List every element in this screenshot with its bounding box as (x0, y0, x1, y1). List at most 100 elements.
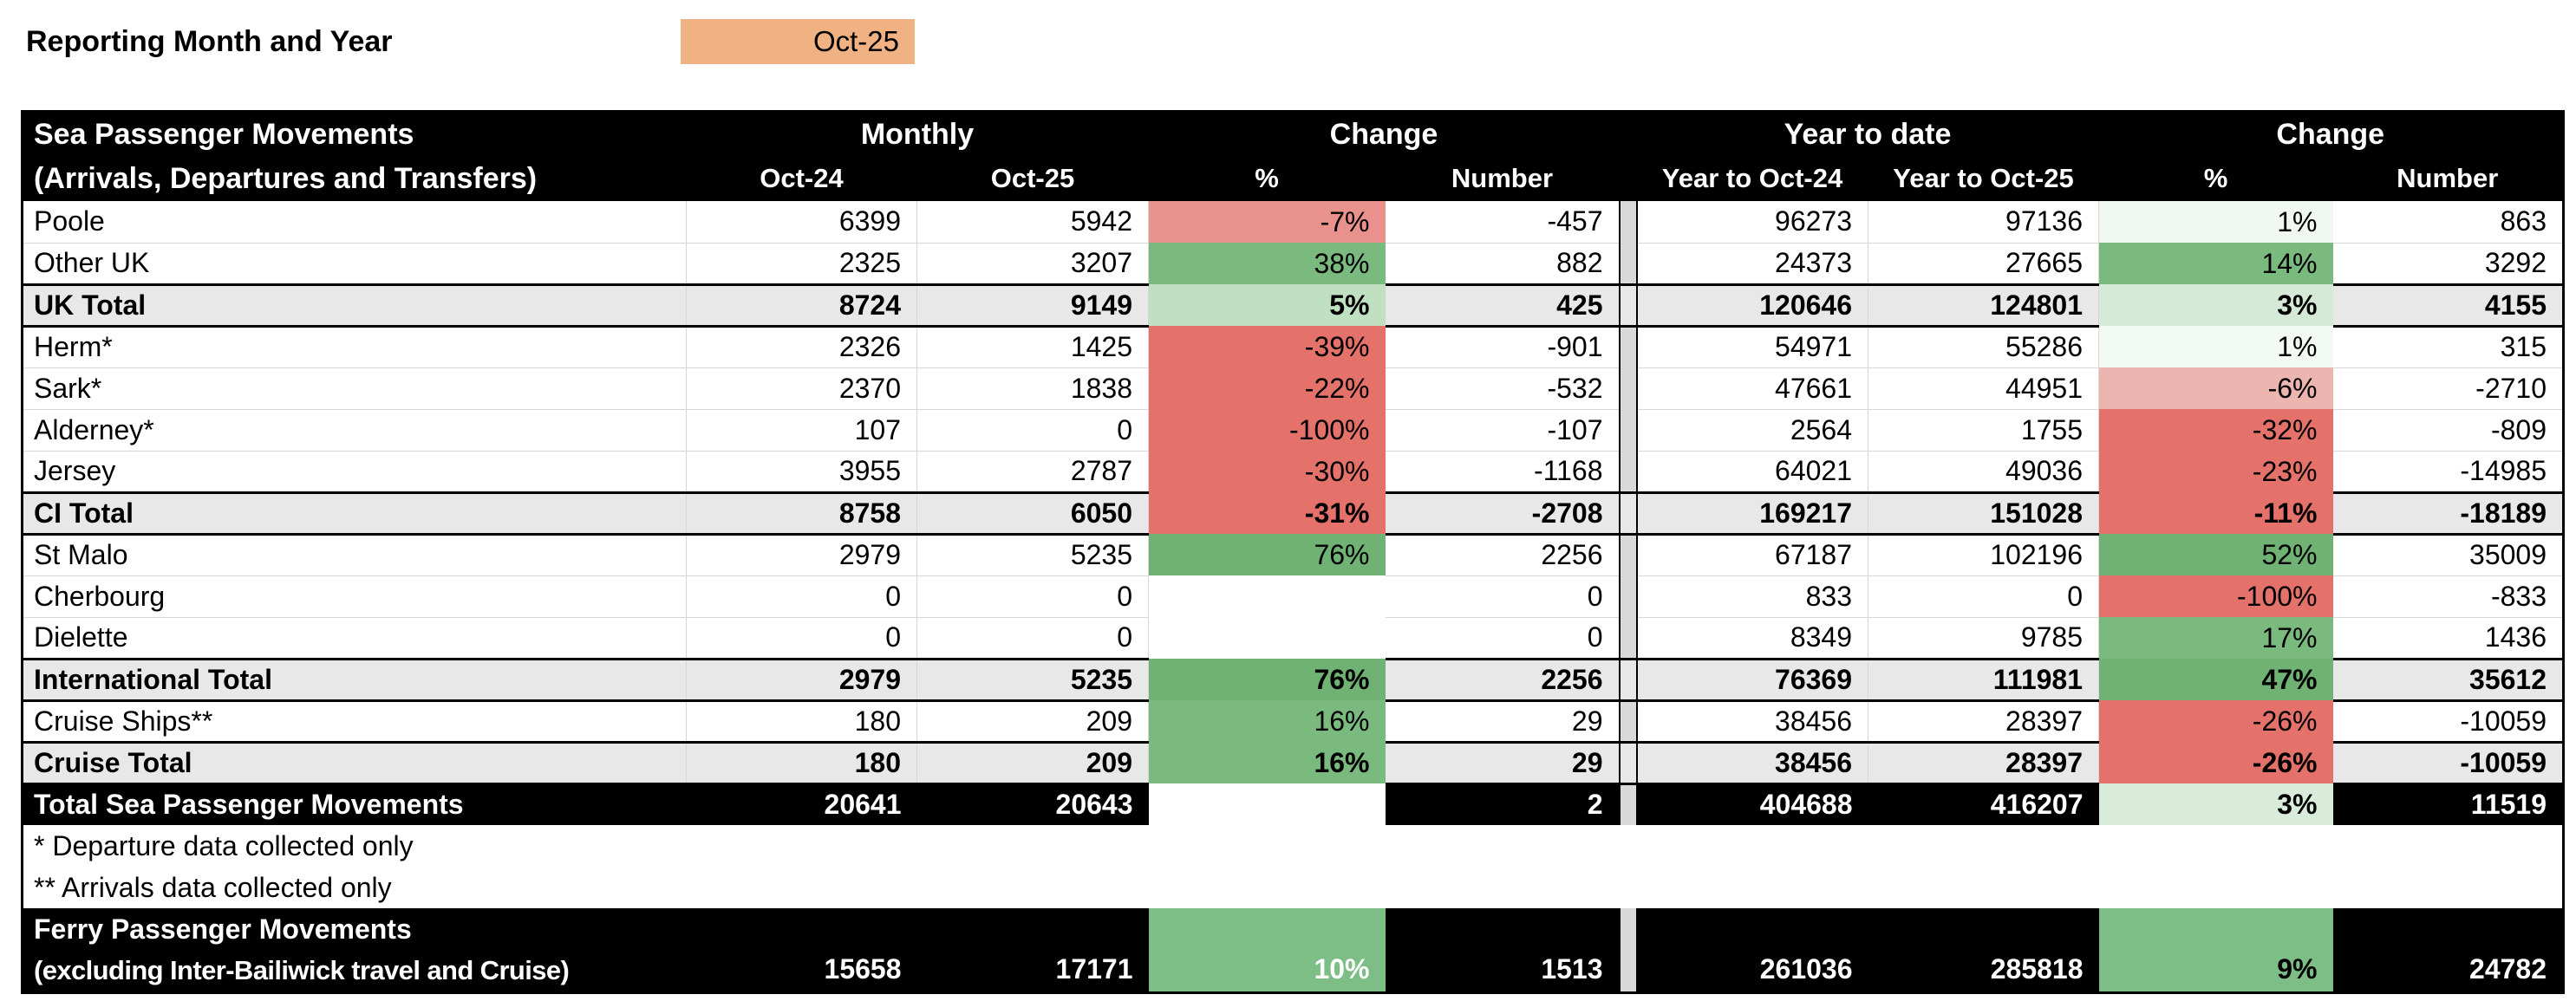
table-row: Dielette 0 0 0 8349 9785 17% 1436 (22, 617, 2564, 660)
column-header-ytd-number: Number (2332, 156, 2564, 201)
cell-monthly-oct25: 17171 (916, 908, 1149, 993)
cell-ytd-change-number: -2710 (2332, 367, 2564, 410)
column-header-ytd-pct: % (2098, 156, 2333, 201)
cell-monthly-change-pct: -30% (1148, 451, 1386, 492)
cell-monthly-oct24: 0 (686, 617, 917, 660)
section-divider (1618, 491, 1638, 536)
cell-monthly-oct24: 180 (686, 700, 917, 743)
cell-monthly-oct25: 1838 (916, 367, 1149, 410)
column-header-oct24: Oct-24 (686, 156, 917, 201)
cell-monthly-oct24: 15658 (686, 908, 917, 993)
cell-ytd-change-pct: 3% (2098, 284, 2333, 326)
section-divider (1619, 111, 1637, 201)
row-label: Ferry Passenger Movements (excluding Inte… (22, 908, 687, 993)
cell-ytd-change-pct: -11% (2098, 492, 2333, 534)
cell-ytd-change-pct: 52% (2098, 534, 2333, 575)
table-row: Cruise Ships** 180 209 16% 29 38456 28397 -26% -… (22, 700, 2564, 743)
header-group-row: Sea Passenger Movements (Arrivals, Depar… (22, 111, 2564, 201)
cell-monthly-oct24: 0 (686, 575, 917, 618)
table-row: Cruise Total 180 209 16% 29 38456 28397 -26% -10… (22, 740, 2564, 785)
table-row: Alderney* 107 0 -100% -107 2564 1755 -32% -809 (22, 409, 2564, 452)
cell-ytd-change-pct: 1% (2098, 326, 2333, 367)
row-label: Dielette (22, 617, 687, 660)
section-divider (1618, 534, 1638, 576)
cell-ytd-oct25: 97136 (1868, 201, 2099, 244)
cell-ytd-oct24: 120646 (1636, 283, 1868, 328)
section-divider (1618, 908, 1638, 993)
table-row: Sark* 2370 1838 -22% -532 47661 44951 -6% -2710 (22, 367, 2564, 410)
row-label: St Malo (22, 534, 687, 576)
cell-monthly-change-number: 2256 (1385, 657, 1620, 702)
section-divider (1618, 283, 1638, 328)
cell-monthly-change-pct: 16% (1148, 742, 1386, 783)
table-title: Sea Passenger Movements (Arrivals, Depar… (22, 111, 687, 201)
cell-ytd-change-pct: 14% (2098, 243, 2333, 284)
cell-monthly-change-number: 2256 (1385, 534, 1620, 576)
cell-monthly-change-number: -107 (1385, 409, 1620, 452)
footnote: * Departure data collected only (22, 825, 2564, 867)
total-row: Total Sea Passenger Movements 20641 20643 2… (22, 783, 2564, 825)
cell-monthly-change-number: -457 (1385, 201, 1620, 244)
cell-ytd-change-pct: 47% (2098, 659, 2333, 700)
cell-ytd-oct24: 96273 (1636, 201, 1868, 244)
cell-ytd-change-number: -10059 (2332, 740, 2564, 785)
report-header-bar: Reporting Month and Year Oct-25 (0, 0, 2576, 104)
cell-ytd-oct24: 261036 (1636, 908, 1868, 993)
cell-monthly-change-number: -901 (1385, 326, 1620, 368)
cell-monthly-oct24: 2326 (686, 326, 917, 368)
row-label: CI Total (22, 491, 687, 536)
cell-monthly-oct24: 8758 (686, 491, 917, 536)
cell-monthly-change-pct: -100% (1148, 409, 1386, 451)
cell-ytd-change-pct: -26% (2098, 700, 2333, 742)
row-label: Cruise Total (22, 740, 687, 785)
section-divider (1618, 575, 1638, 618)
row-label: Sark* (22, 367, 687, 410)
row-label: International Total (22, 657, 687, 702)
section-divider (1618, 617, 1638, 660)
cell-monthly-change-pct: -7% (1148, 201, 1386, 243)
table-row: CI Total 8758 6050 -31% -2708 169217 151028 -11… (22, 491, 2564, 536)
cell-monthly-oct25: 0 (916, 617, 1149, 660)
cell-monthly-oct25: 5235 (916, 534, 1149, 576)
footnote-row: * Departure data collected only (22, 825, 2564, 867)
cell-monthly-oct24: 180 (686, 740, 917, 785)
cell-ytd-oct24: 24373 (1636, 243, 1868, 285)
cell-monthly-change-number: -1168 (1385, 451, 1620, 493)
ferry-label-line1: Ferry Passenger Movements (34, 913, 412, 945)
section-divider (1618, 451, 1638, 493)
table-row: Cherbourg 0 0 0 833 0 -100% -833 (22, 575, 2564, 618)
cell-ytd-oct25: 151028 (1868, 491, 2099, 536)
reporting-month-input[interactable]: Oct-25 (681, 19, 915, 64)
section-divider (1618, 201, 1638, 244)
cell-monthly-oct25: 5235 (916, 657, 1149, 702)
cell-ytd-oct25: 285818 (1868, 908, 2099, 993)
cell-ytd-change-number: 4155 (2332, 283, 2564, 328)
cell-monthly-oct24: 2325 (686, 243, 917, 285)
ferry-row: Ferry Passenger Movements (excluding Inte… (22, 908, 2564, 993)
cell-monthly-change-number: -532 (1385, 367, 1620, 410)
cell-ytd-oct24: 404688 (1636, 783, 1868, 825)
cell-monthly-change-number: 29 (1385, 740, 1620, 785)
cell-ytd-change-number: 863 (2332, 201, 2564, 244)
cell-ytd-oct24: 833 (1636, 575, 1868, 618)
cell-ytd-oct24: 64021 (1636, 451, 1868, 493)
cell-monthly-oct24: 2370 (686, 367, 917, 410)
cell-ytd-change-pct: -6% (2098, 367, 2333, 409)
cell-monthly-change-number: 1513 (1385, 908, 1620, 993)
cell-monthly-oct25: 0 (916, 575, 1149, 618)
section-divider (1618, 367, 1638, 410)
cell-ytd-oct25: 28397 (1868, 740, 2099, 785)
cell-monthly-change-pct (1148, 783, 1386, 825)
cell-ytd-change-number: 24782 (2332, 908, 2564, 993)
cell-ytd-oct24: 76369 (1636, 657, 1868, 702)
table-row: Poole 6399 5942 -7% -457 96273 97136 1% 863 (22, 201, 2564, 244)
cell-monthly-change-pct: 16% (1148, 700, 1386, 742)
table-row: Herm* 2326 1425 -39% -901 54971 55286 1% 315 (22, 326, 2564, 368)
cell-monthly-change-pct: -39% (1148, 326, 1386, 367)
cell-monthly-change-pct: -22% (1148, 367, 1386, 409)
column-group-ytd: Year to date (1636, 111, 2099, 157)
cell-monthly-oct25: 209 (916, 700, 1149, 743)
cell-monthly-oct25: 3207 (916, 243, 1149, 285)
cell-monthly-change-number: 2 (1385, 783, 1620, 825)
cell-ytd-oct25: 27665 (1868, 243, 2099, 285)
